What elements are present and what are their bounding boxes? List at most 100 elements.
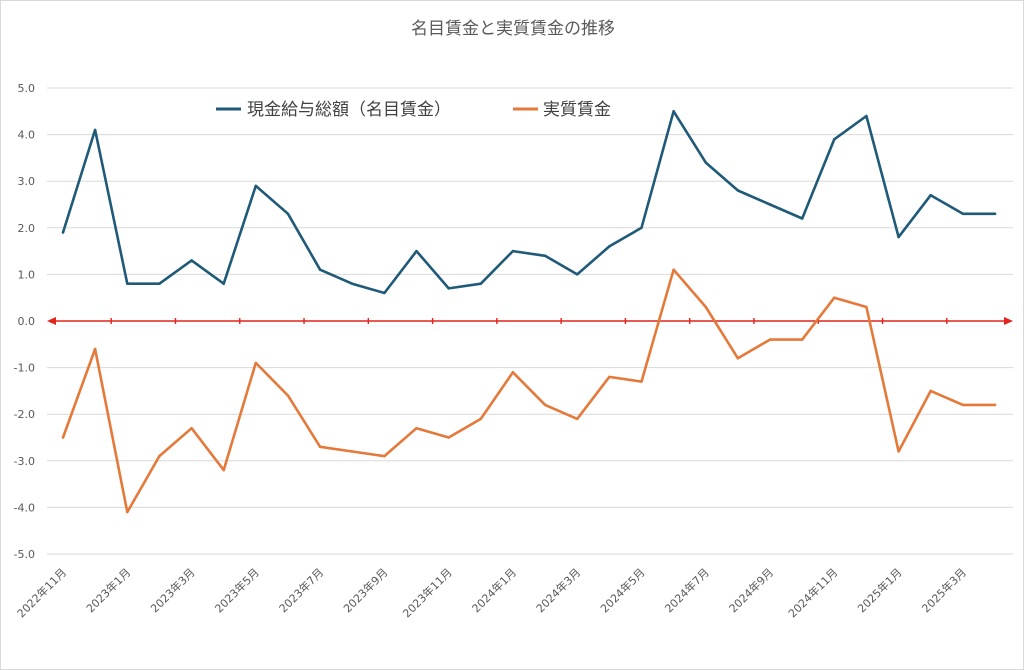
x-tick-label: 2023年11月: [400, 565, 455, 620]
y-tick-label: 1.0: [18, 268, 36, 281]
y-tick-label: 0.0: [18, 315, 36, 328]
point-markers: [61, 110, 997, 514]
y-tick-label: -2.0: [14, 408, 35, 421]
y-axis-ticks: 5.0 4.0 3.0 2.0 1.0 0.0 -1.0 -2.0 -3.0 -4.0 -5.0: [14, 82, 35, 561]
data-point: [833, 138, 836, 141]
data-point: [929, 389, 932, 393]
zero-axis: [47, 317, 1013, 325]
data-point: [447, 436, 450, 439]
data-point: [704, 305, 707, 309]
data-point: [672, 268, 675, 271]
data-point: [736, 357, 740, 360]
data-point: [897, 235, 900, 239]
data-point: [383, 454, 386, 458]
y-tick-label: 2.0: [18, 222, 36, 235]
data-point: [833, 296, 836, 299]
data-point: [736, 189, 740, 192]
data-point: [351, 450, 354, 453]
data-point: [961, 212, 965, 216]
y-tick-label: -4.0: [14, 501, 35, 514]
x-axis-ticks: 2022年11月 2023年1月 2023年3月 2023年5月 2023年7月 2023…: [14, 565, 969, 620]
y-tick-label: -1.0: [14, 362, 35, 375]
data-point: [351, 282, 354, 285]
data-point: [126, 510, 129, 514]
data-point: [158, 454, 161, 458]
x-tick-label: 2023年9月: [340, 565, 390, 615]
data-point: [640, 380, 643, 383]
axis-arrow-right: [1004, 317, 1013, 325]
data-point: [318, 268, 322, 271]
data-point: [254, 184, 258, 188]
data-point: [993, 403, 997, 407]
x-tick-label: 2025年3月: [919, 565, 969, 615]
data-point: [222, 282, 225, 285]
x-tick-label: 2024年3月: [533, 565, 583, 615]
legend-label-real: 実質賃金: [543, 100, 611, 120]
data-point: [511, 371, 515, 374]
data-point: [768, 203, 772, 206]
data-point: [800, 338, 804, 341]
series-line-real: [61, 268, 997, 514]
data-point: [286, 394, 290, 397]
x-tick-label: 2025年1月: [855, 565, 905, 615]
data-point: [447, 287, 450, 290]
data-point: [640, 226, 643, 229]
data-point: [222, 468, 225, 472]
data-point: [415, 249, 418, 253]
data-point: [865, 114, 868, 118]
x-tick-label: 2024年9月: [726, 565, 776, 615]
data-point: [93, 347, 97, 351]
data-point: [479, 282, 482, 285]
series-line-nominal: [61, 110, 997, 295]
y-tick-label: -5.0: [14, 548, 35, 561]
y-tick-label: 3.0: [18, 175, 36, 188]
data-point: [704, 161, 707, 164]
data-point: [415, 426, 418, 430]
x-tick-label: 2024年5月: [597, 565, 647, 615]
data-point: [993, 212, 997, 216]
x-tick-label: 2022年11月: [14, 565, 69, 620]
data-point: [800, 217, 804, 220]
series-lines: [61, 110, 997, 514]
data-point: [126, 282, 129, 285]
y-tick-label: -3.0: [14, 455, 35, 468]
data-point: [768, 338, 772, 341]
x-tick-label: 2023年7月: [276, 565, 326, 615]
y-tick-label: 5.0: [18, 82, 36, 95]
data-point: [961, 403, 965, 407]
axis-arrow-left: [47, 317, 56, 325]
data-point: [383, 291, 386, 295]
gridlines: [47, 87, 1013, 555]
data-point: [190, 259, 193, 262]
x-tick-label: 2023年3月: [147, 565, 197, 615]
data-point: [61, 231, 65, 234]
data-point: [897, 450, 900, 453]
data-point: [190, 426, 193, 430]
x-tick-label: 2024年11月: [785, 565, 840, 620]
legend-label-nominal: 現金給与総額（名目賃金）: [247, 100, 451, 120]
data-point: [318, 445, 322, 449]
data-point: [608, 375, 611, 379]
data-point: [608, 245, 611, 248]
x-tick-label: 2024年1月: [469, 565, 519, 615]
data-point: [254, 361, 258, 365]
data-point: [865, 305, 868, 309]
chart-title: 名目賃金と実質賃金の推移: [411, 19, 615, 39]
data-point: [286, 212, 290, 216]
legend: 現金給与総額（名目賃金） 実質賃金: [216, 100, 611, 120]
data-point: [511, 249, 515, 253]
data-point: [543, 403, 547, 407]
data-point: [61, 436, 65, 439]
x-tick-label: 2024年7月: [662, 565, 712, 615]
data-point: [672, 110, 675, 113]
x-tick-label: 2023年5月: [212, 565, 262, 615]
y-tick-label: 4.0: [18, 129, 36, 142]
data-point: [158, 282, 161, 285]
x-tick-label: 2023年1月: [83, 565, 133, 615]
data-point: [929, 193, 932, 197]
data-point: [93, 128, 97, 132]
data-point: [576, 273, 579, 276]
data-point: [543, 254, 547, 257]
